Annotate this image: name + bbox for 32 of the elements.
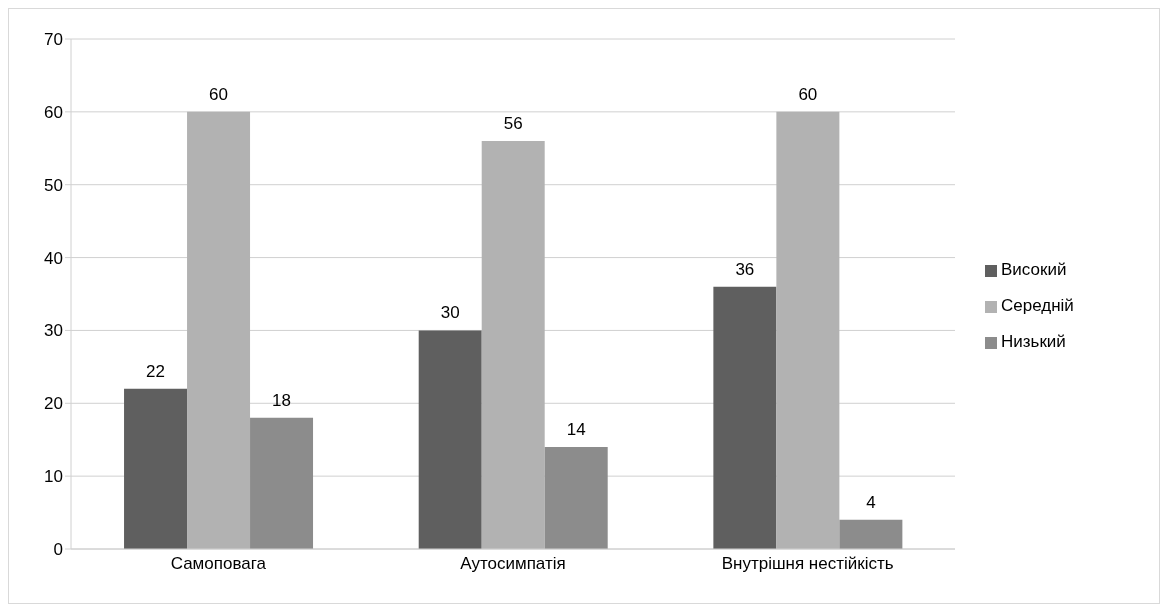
y-tick-label: 30 — [44, 321, 63, 341]
bar — [250, 417, 314, 549]
bar — [418, 330, 482, 549]
bar — [839, 519, 903, 549]
bar — [187, 111, 251, 549]
x-tick-label: Самоповага — [170, 554, 267, 574]
legend-label: Середній — [1001, 296, 1074, 315]
y-tick-label: 40 — [44, 248, 63, 268]
legend-label: Низький — [1001, 332, 1066, 351]
bar — [481, 141, 545, 549]
data-label: 36 — [735, 259, 755, 279]
data-label: 18 — [272, 390, 291, 410]
data-label: 14 — [566, 420, 586, 439]
y-tick-label: 60 — [44, 102, 63, 122]
x-tick-label: Аутосимпатія — [460, 554, 566, 574]
data-label: 56 — [503, 114, 523, 133]
y-tick-label: 50 — [44, 175, 63, 195]
data-label: 60 — [209, 84, 228, 104]
x-tick-label: Внутрішня нестійкість — [721, 554, 894, 574]
bar — [124, 388, 188, 549]
y-tick-label: 10 — [44, 467, 63, 487]
bar — [713, 286, 777, 549]
legend-label: Високий — [1001, 260, 1067, 279]
bar — [776, 111, 840, 549]
y-tick-label: 20 — [44, 394, 63, 414]
data-label: 22 — [146, 361, 165, 381]
y-tick-label: 0 — [53, 540, 63, 560]
data-label: 30 — [440, 303, 460, 323]
y-tick-label: 70 — [44, 30, 63, 50]
data-label: 4 — [866, 492, 876, 512]
data-label: 60 — [798, 84, 818, 104]
bar — [544, 447, 608, 549]
